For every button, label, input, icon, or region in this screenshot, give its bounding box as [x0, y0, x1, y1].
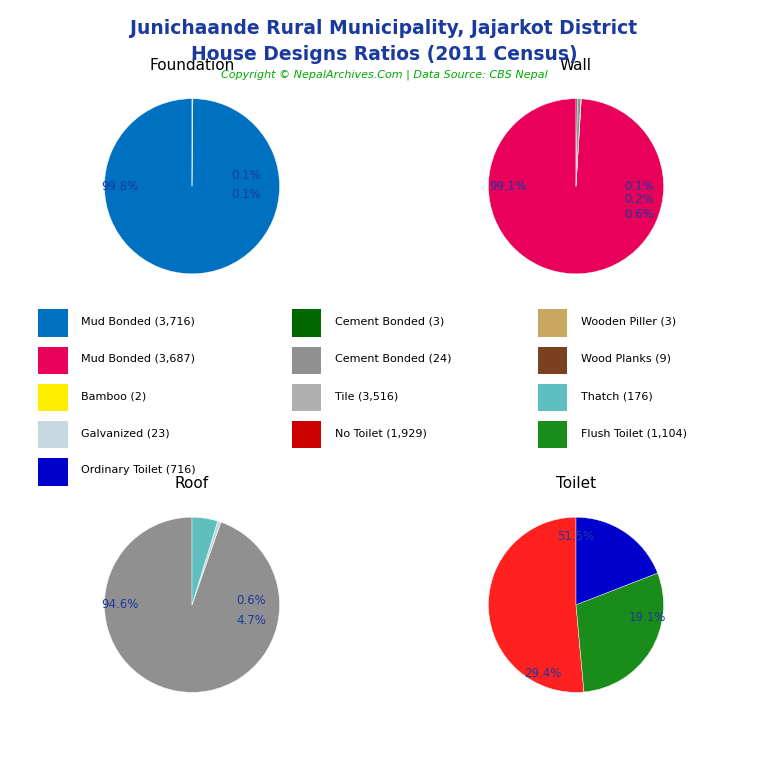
Bar	[292, 310, 321, 336]
Bar	[538, 421, 567, 449]
Text: Ordinary Toilet (716): Ordinary Toilet (716)	[81, 465, 196, 475]
Text: Flush Toilet (1,104): Flush Toilet (1,104)	[581, 429, 687, 439]
Bar	[538, 346, 567, 374]
Text: No Toilet (1,929): No Toilet (1,929)	[335, 429, 427, 439]
Bar	[538, 384, 567, 411]
Wedge shape	[192, 99, 193, 187]
Text: 29.4%: 29.4%	[524, 667, 561, 680]
Text: Mud Bonded (3,687): Mud Bonded (3,687)	[81, 354, 195, 364]
Text: 94.6%: 94.6%	[101, 598, 139, 611]
Title: Toilet: Toilet	[556, 476, 596, 492]
Text: 0.6%: 0.6%	[237, 594, 266, 607]
Text: 4.7%: 4.7%	[237, 614, 266, 627]
Text: Thatch (176): Thatch (176)	[581, 391, 652, 401]
Text: 0.6%: 0.6%	[624, 208, 654, 220]
Text: 0.1%: 0.1%	[624, 180, 654, 193]
Text: 0.1%: 0.1%	[231, 188, 261, 201]
Wedge shape	[104, 518, 280, 692]
Text: Wood Planks (9): Wood Planks (9)	[581, 354, 670, 364]
Bar	[292, 346, 321, 374]
Text: 51.5%: 51.5%	[558, 530, 594, 543]
Text: 0.1%: 0.1%	[231, 169, 261, 182]
Wedge shape	[576, 99, 581, 187]
Text: House Designs Ratios (2011 Census): House Designs Ratios (2011 Census)	[190, 45, 578, 64]
Bar	[292, 384, 321, 411]
Title: Roof: Roof	[175, 476, 209, 492]
Bar	[292, 421, 321, 449]
Text: Cement Bonded (3): Cement Bonded (3)	[335, 316, 444, 326]
Text: Junichaande Rural Municipality, Jajarkot District: Junichaande Rural Municipality, Jajarkot…	[131, 19, 637, 38]
Wedge shape	[576, 573, 664, 692]
Text: Mud Bonded (3,716): Mud Bonded (3,716)	[81, 316, 195, 326]
Bar	[38, 346, 68, 374]
Text: Cement Bonded (24): Cement Bonded (24)	[335, 354, 452, 364]
Text: 0.2%: 0.2%	[624, 193, 654, 206]
Text: 99.8%: 99.8%	[101, 180, 139, 193]
Text: Galvanized (23): Galvanized (23)	[81, 429, 170, 439]
Wedge shape	[192, 521, 221, 605]
Text: Copyright © NepalArchives.Com | Data Source: CBS Nepal: Copyright © NepalArchives.Com | Data Sou…	[220, 70, 548, 81]
Wedge shape	[576, 99, 578, 187]
Text: 19.1%: 19.1%	[629, 611, 667, 624]
Text: Tile (3,516): Tile (3,516)	[335, 391, 398, 401]
Wedge shape	[104, 99, 280, 273]
Wedge shape	[576, 518, 657, 605]
Bar	[538, 310, 567, 336]
Text: 99.1%: 99.1%	[489, 180, 526, 193]
Wedge shape	[192, 518, 217, 605]
Title: Foundation: Foundation	[149, 58, 235, 73]
Text: Bamboo (2): Bamboo (2)	[81, 391, 147, 401]
Bar	[38, 458, 68, 485]
Bar	[38, 384, 68, 411]
Title: Wall: Wall	[560, 58, 592, 73]
Wedge shape	[488, 99, 664, 273]
Text: Wooden Piller (3): Wooden Piller (3)	[581, 316, 676, 326]
Wedge shape	[576, 99, 581, 187]
Bar	[38, 310, 68, 336]
Bar	[38, 421, 68, 449]
Wedge shape	[488, 518, 584, 692]
